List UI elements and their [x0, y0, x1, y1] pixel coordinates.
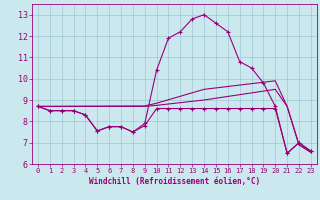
- X-axis label: Windchill (Refroidissement éolien,°C): Windchill (Refroidissement éolien,°C): [89, 177, 260, 186]
